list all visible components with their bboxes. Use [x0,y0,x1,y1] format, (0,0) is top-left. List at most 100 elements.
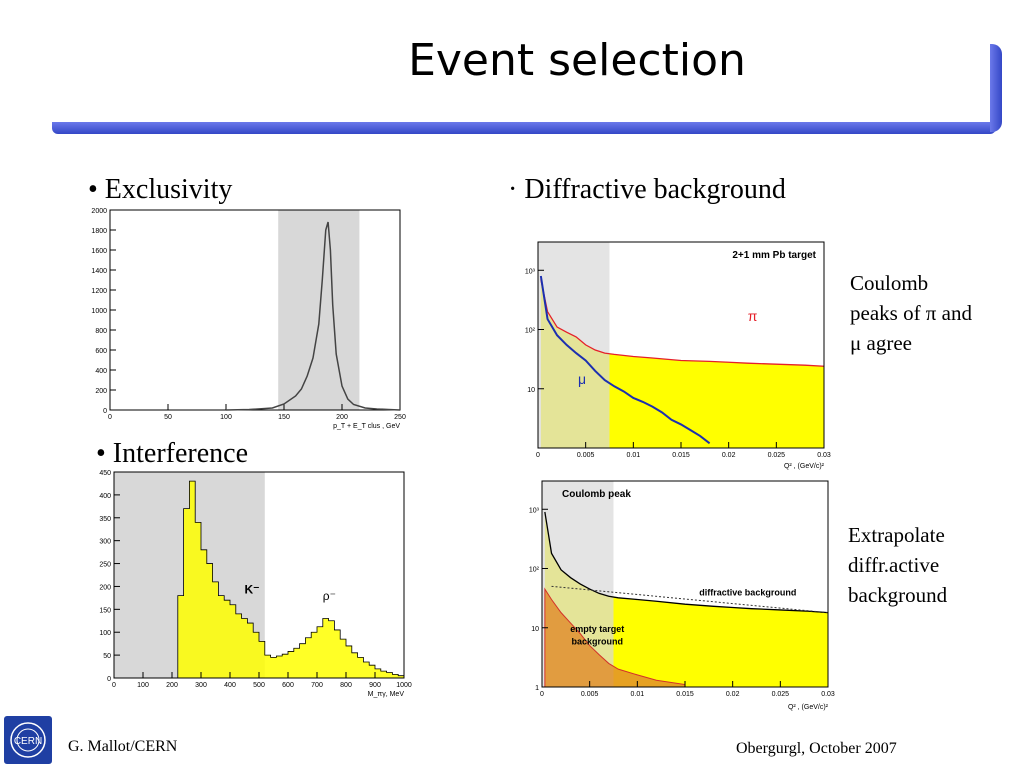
x-tick-label: 200 [336,414,348,421]
pi-label: π [748,308,758,324]
selection-band [538,242,610,448]
y-tick-label: 1 [535,685,539,692]
rho-label: ρ⁻ [323,589,336,603]
y-tick-label: 1400 [91,268,107,275]
y-tick-label: 10³ [525,268,536,275]
x-tick-label: 50 [164,414,172,421]
y-tick-label: 200 [99,584,111,591]
x-tick-label: 1000 [396,682,412,689]
y-tick-label: 10² [525,328,536,335]
x-axis-label: M_πγ, MeV [368,691,405,698]
x-tick-label: 500 [253,682,265,689]
empty-target-label-2: background [572,637,624,647]
x-tick-label: 0.01 [631,691,645,698]
title-bar-end [990,44,1002,132]
footer-venue-date: Obergurgl, October 2007 [736,740,897,757]
x-tick-label: 0.015 [672,452,690,459]
slide-title: Event selection [408,35,746,86]
diffractive-series-line [544,511,829,614]
x-tick-label: 0.015 [676,691,694,698]
y-tick-label: 50 [103,653,111,660]
footer-author: G. Mallot/CERN [68,738,178,755]
y-tick-label: 300 [99,539,111,546]
x-axis-label: Q² , (GeV/c)² [788,704,829,711]
interference-chart: 0 50 100 150 200 250 300 350 400 450 0 100 200 300 400… [99,470,412,698]
coulomb-peak-label: Coulomb peak [562,489,631,500]
x-tick-label: 400 [224,682,236,689]
y-tick-label: 10 [531,626,539,633]
bullet-diffractive-background: · Diffractive background [508,174,786,205]
note-line: Extrapolate [848,523,945,547]
x-tick-label: 0.02 [722,452,736,459]
mu-series-line [539,275,711,445]
x-tick-label: 250 [394,414,406,421]
x-tick-label: 0 [536,452,540,459]
title-underline-bar [52,122,996,134]
note-extrapolate: Extrapolate diffr.active background [848,520,947,610]
x-tick-label: 800 [340,682,352,689]
mu-label: μ [578,371,586,387]
note-line: background [848,583,948,607]
x-tick-label: 0.025 [772,691,790,698]
empty-target-fill [544,587,686,688]
x-tick-label: 200 [166,682,178,689]
x-tick-label: 0.02 [726,691,740,698]
y-tick-label: 2000 [91,208,107,215]
x-tick-label: 100 [220,414,232,421]
y-tick-label: 10² [529,567,540,574]
x-tick-label: 0 [112,682,116,689]
x-tick-label: 0.01 [627,452,641,459]
histogram-line [225,221,401,411]
x-tick-label: 600 [282,682,294,689]
x-tick-label: 100 [137,682,149,689]
selection-band [278,210,360,410]
y-tick-label: 800 [95,328,107,335]
pi-fill-area [540,279,824,448]
y-tick-label: 100 [99,630,111,637]
y-tick-label: 1000 [91,308,107,315]
note-line: peaks of π and [850,301,972,325]
exclusivity-chart: 0 200 400 600 800 1000 1200 1400 1600 1800 2000 0 50… [91,208,406,430]
extrapolation-chart: 1 10 10² 10³ 0 0.005 0.01 0.015 0.02 0.025 0.03 Q² … [529,480,835,711]
x-tick-label: 0.005 [581,691,599,698]
y-tick-label: 10³ [529,507,540,514]
y-tick-label: 200 [95,388,107,395]
x-axis-label: p_T + E_T clus , GeV [333,423,400,430]
diffractive-chart: 10 10² 10³ 0 0.005 0.01 0.015 0.02 0.025 0.03 Q² ,… [525,241,831,470]
bullet-interference: • Interference [96,438,249,469]
y-tick-label: 350 [99,516,111,523]
x-tick-label: 0.03 [817,452,831,459]
target-annotation: 2+1 mm Pb target [732,250,816,261]
x-axis-label: Q² , (GeV/c)² [784,463,825,470]
y-tick-label: 450 [99,470,111,477]
y-tick-label: 10 [527,387,535,394]
x-tick-label: 0 [108,414,112,421]
cern-logo-text: CERN [14,736,42,747]
y-tick-label: 150 [99,607,111,614]
histogram-fill [172,480,405,679]
note-line: μ agree [850,331,912,355]
note-line: diffr.active [848,553,940,577]
note-coulomb: Coulomb peaks of π and μ agree [850,268,972,358]
pi-series-line [540,279,825,367]
bullet-exclusivity: • Exclusivity [88,174,233,205]
y-tick-label: 0 [107,676,111,683]
y-tick-label: 400 [99,493,111,500]
y-tick-label: 0 [103,408,107,415]
kaon-label: K⁻ [245,582,260,596]
x-tick-label: 900 [369,682,381,689]
y-tick-label: 400 [95,368,107,375]
x-tick-label: 0.005 [577,452,595,459]
note-line: Coulomb [850,271,929,295]
x-tick-label: 300 [195,682,207,689]
x-tick-label: 700 [311,682,323,689]
diffractive-background-label: diffractive background [699,588,796,598]
cern-logo: CERN [4,716,52,764]
x-tick-label: 0.03 [821,691,835,698]
diffractive-fill-area [544,511,828,687]
x-tick-label: 0.025 [768,452,786,459]
x-tick-label: 0 [540,691,544,698]
y-tick-label: 1600 [91,248,107,255]
y-tick-label: 1200 [91,288,107,295]
empty-target-label: empty target [570,624,624,634]
